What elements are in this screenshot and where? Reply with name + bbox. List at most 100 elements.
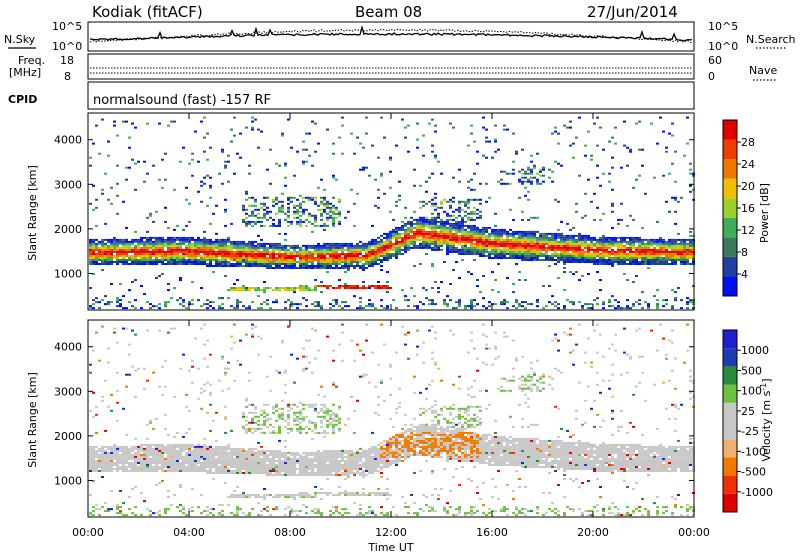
power-cell [287, 216, 290, 219]
power-cell [551, 244, 554, 247]
velocity-cell [167, 464, 170, 466]
power-cell [677, 232, 680, 235]
power-cell [431, 301, 434, 304]
power-cell [500, 250, 503, 253]
power-cell [290, 222, 293, 225]
power-cell [425, 253, 428, 255]
power-cell [434, 281, 437, 283]
power-cell [662, 253, 665, 255]
power-cell [647, 248, 650, 251]
velocity-cell [173, 464, 176, 466]
power-cell [380, 253, 383, 255]
power-cell [527, 236, 530, 239]
power-cell [356, 136, 359, 139]
power-cell [101, 248, 104, 251]
power-cell [299, 246, 302, 249]
power-cell [554, 236, 557, 239]
power-cell [620, 246, 623, 249]
power-cell [437, 206, 440, 209]
power-cell [527, 238, 530, 241]
velocity-cell [251, 427, 254, 430]
power-cell [614, 255, 617, 257]
power-cell [620, 166, 623, 169]
power-cell [338, 246, 341, 249]
velocity-cell [152, 427, 155, 430]
power-cell [365, 255, 368, 257]
power-cell [281, 261, 284, 263]
power-cell [566, 257, 569, 259]
velocity-cell [200, 387, 203, 390]
power-cell [308, 198, 311, 201]
power-cell [656, 261, 659, 263]
power-cell [434, 228, 437, 231]
power-cell [419, 216, 422, 219]
velocity-cell [110, 460, 113, 462]
power-cell [335, 267, 338, 269]
velocity-cell [128, 449, 131, 452]
power-cell [569, 238, 572, 241]
power-cell [302, 160, 305, 163]
velocity-cell [173, 460, 176, 462]
velocity-cell [224, 466, 227, 468]
power-cell [98, 307, 101, 310]
power-cell [362, 257, 365, 259]
power-cell [113, 240, 116, 243]
velocity-cell [191, 455, 194, 458]
power-cell [380, 250, 383, 253]
velocity-cell [164, 447, 167, 450]
power-cell [257, 307, 260, 310]
velocity-cell [221, 460, 224, 462]
power-cell [404, 216, 407, 219]
power-cell [212, 240, 215, 243]
power-cell [344, 285, 347, 287]
power-cell [185, 253, 188, 255]
power-cell [374, 250, 377, 253]
velocity-cell [224, 455, 227, 458]
velocity-cell [191, 453, 194, 456]
power-cell [320, 285, 323, 287]
power-cell [455, 301, 458, 304]
power-cell [389, 210, 392, 213]
power-cell [167, 240, 170, 243]
power-cell [89, 255, 92, 257]
velocity-cell [188, 464, 191, 466]
velocity-cell [179, 457, 182, 460]
power-cell [638, 255, 641, 257]
velocity-cell [254, 421, 257, 424]
power-cell [470, 273, 473, 275]
power-cell [257, 146, 260, 149]
velocity-cell [200, 391, 203, 394]
power-cell [422, 218, 425, 221]
power-cell [194, 242, 197, 245]
power-cell [347, 257, 350, 259]
power-cell [182, 236, 185, 239]
velocity-cell [215, 439, 218, 442]
power-cell [434, 202, 437, 205]
power-cell [134, 257, 137, 259]
nave-label: Nave [749, 64, 777, 77]
power-cell [506, 182, 509, 185]
power-cell [350, 188, 353, 191]
velocity-cell [203, 437, 206, 440]
power-cell [686, 246, 689, 249]
power-cell [551, 248, 554, 251]
power-cell [548, 168, 551, 171]
velocity-cell [260, 337, 263, 340]
velocity-cell [242, 462, 245, 464]
power-cell [554, 130, 557, 133]
velocity-cell [248, 460, 251, 462]
velocity-cell [134, 457, 137, 460]
velocity-cell [224, 462, 227, 464]
velocity-cell [236, 462, 239, 464]
power-cell [272, 261, 275, 263]
power-cell [611, 166, 614, 169]
velocity-cell [161, 455, 164, 458]
power-cell [362, 285, 365, 287]
power-cell [443, 222, 446, 225]
power-cell [299, 287, 302, 289]
power-cell [314, 220, 317, 223]
velocity-cell [212, 455, 215, 458]
velocity-cell [233, 451, 236, 454]
velocity-cell [179, 445, 182, 448]
power-cell [686, 261, 689, 263]
